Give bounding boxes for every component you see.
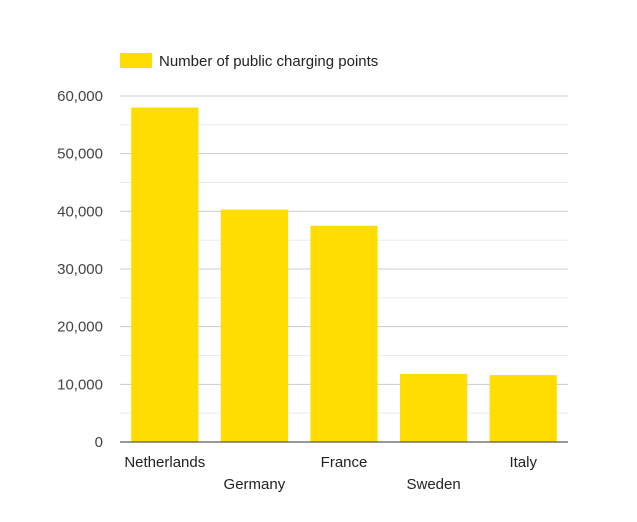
y-tick-label: 0 <box>95 434 103 451</box>
x-axis-labels: Netherlands Germany France Sweden Italy <box>124 454 537 493</box>
y-tick-label: 50,000 <box>57 146 103 163</box>
x-category-label: France <box>321 454 368 471</box>
bar-italy[interactable] <box>489 375 557 442</box>
bar-france[interactable] <box>310 225 378 442</box>
y-tick-label: 40,000 <box>57 203 103 220</box>
bar-netherlands[interactable] <box>131 107 199 443</box>
y-tick-label: 10,000 <box>57 376 103 393</box>
y-axis-ticks: 0 10,000 20,000 30,000 40,000 50,000 60,000 <box>57 88 103 451</box>
bars <box>131 107 557 443</box>
x-category-label: Italy <box>509 454 537 471</box>
bar-sweden[interactable] <box>400 373 468 442</box>
legend-label: Number of public charging points <box>159 53 378 70</box>
x-category-label: Sweden <box>406 476 460 493</box>
y-tick-label: 30,000 <box>57 261 103 278</box>
x-category-label: Germany <box>224 476 286 493</box>
legend[interactable]: Number of public charging points <box>120 53 378 70</box>
legend-swatch <box>120 53 152 68</box>
x-category-label: Netherlands <box>124 454 205 471</box>
bar-germany[interactable] <box>220 209 288 442</box>
y-tick-label: 20,000 <box>57 319 103 336</box>
y-tick-label: 60,000 <box>57 88 103 105</box>
